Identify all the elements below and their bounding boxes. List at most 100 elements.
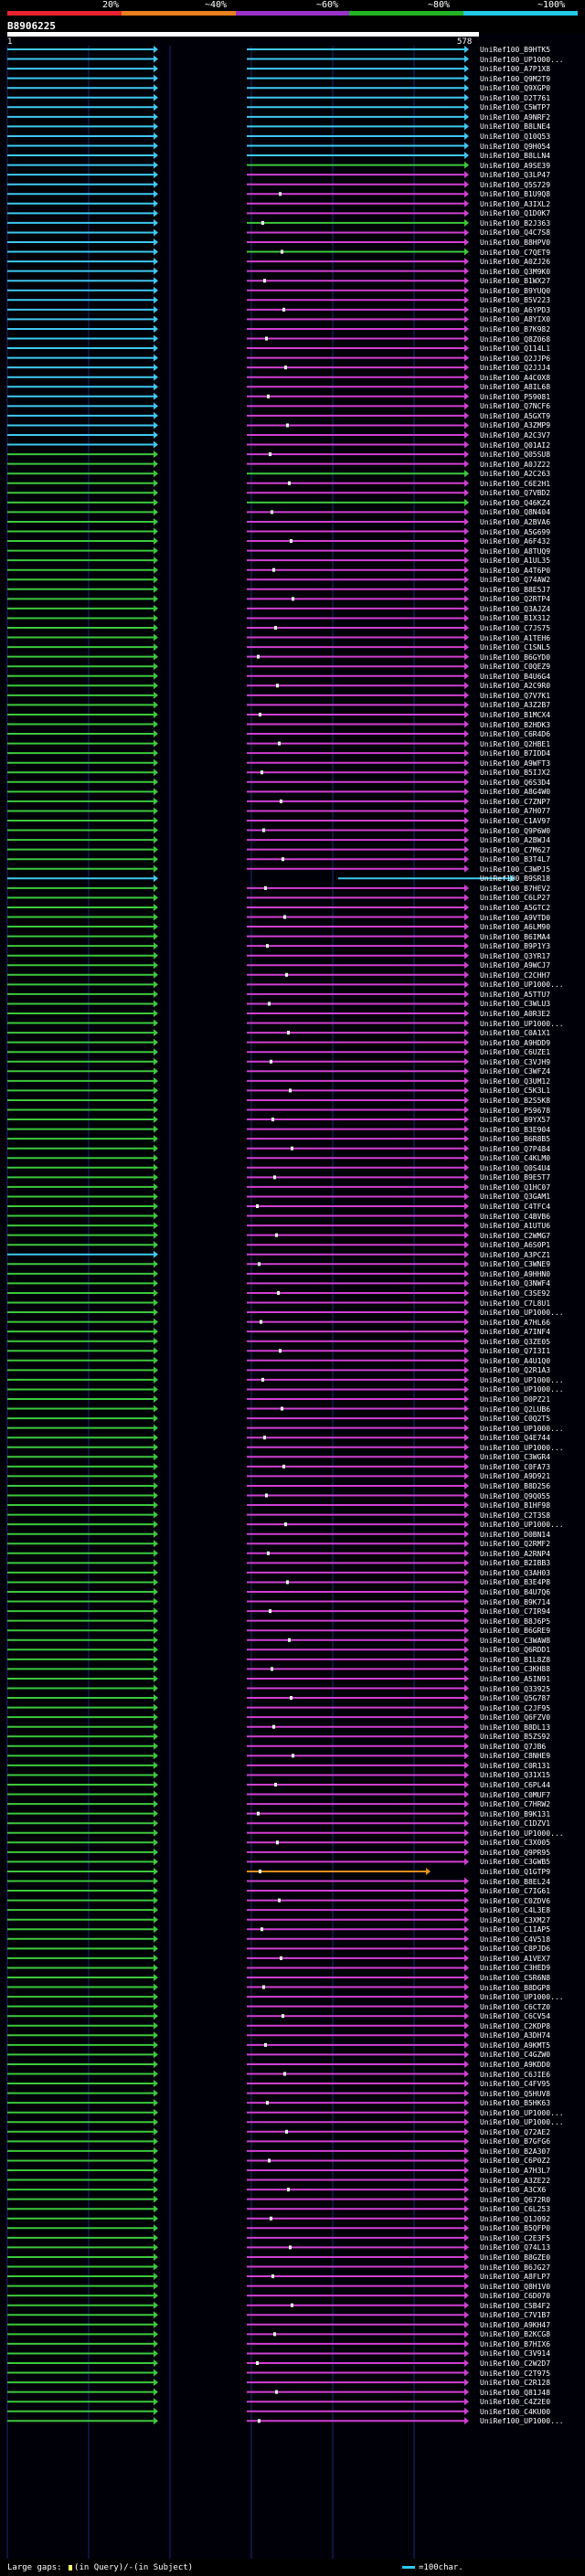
hit-label[interactable]: UniRef100_A3DH74 — [480, 2031, 551, 2041]
hit-label[interactable]: UniRef100_P59678 — [480, 1106, 551, 1115]
hit-segment-right[interactable] — [247, 691, 469, 699]
hit-segment-left[interactable] — [7, 402, 158, 410]
hit-segment-left[interactable] — [7, 1096, 158, 1104]
hit-segment-right[interactable] — [247, 65, 469, 73]
hit-segment-right[interactable] — [247, 1260, 469, 1268]
hit-label[interactable]: UniRef100_A7H3L7 — [480, 2167, 551, 2175]
hit-segment-right[interactable] — [247, 923, 469, 931]
hit-segment-right[interactable] — [247, 132, 469, 140]
hit-segment-right[interactable] — [247, 749, 469, 758]
hit-segment-left[interactable] — [7, 1839, 158, 1847]
hit-label[interactable]: UniRef100_B5V223 — [480, 296, 551, 305]
hit-segment-right[interactable] — [247, 1752, 469, 1760]
hit-segment-left[interactable] — [7, 1607, 158, 1616]
hit-segment-right[interactable] — [247, 913, 469, 921]
hit-label[interactable]: UniRef100_B9P1Y3 — [480, 942, 551, 951]
hit-label[interactable]: UniRef100_Q3AJZ4 — [480, 604, 551, 613]
hit-segment-left[interactable] — [7, 1385, 158, 1394]
hit-segment-left[interactable] — [7, 1288, 158, 1297]
hit-label[interactable]: UniRef100_Q6RDD1 — [480, 1646, 551, 1655]
hit-segment-right[interactable] — [247, 1067, 469, 1076]
hit-segment-right[interactable] — [247, 932, 469, 940]
hit-label[interactable]: UniRef100_C1IAP5 — [480, 1925, 551, 1935]
hit-label[interactable]: UniRef100_C0QEZ9 — [480, 663, 551, 672]
hit-segment-left[interactable] — [7, 1491, 158, 1500]
hit-label[interactable]: UniRef100_B8E5J7 — [480, 585, 551, 594]
hit-segment-left[interactable] — [7, 1742, 158, 1750]
hit-label[interactable]: UniRef100_B1X312 — [480, 614, 551, 623]
hit-segment-right[interactable] — [247, 1627, 469, 1635]
hit-segment-right[interactable] — [247, 1887, 469, 1895]
hit-segment-left[interactable] — [7, 1019, 158, 1027]
hit-label[interactable]: UniRef100_C4BVB6 — [480, 1212, 551, 1221]
hit-segment-right[interactable] — [247, 1954, 469, 1962]
hit-label[interactable]: UniRef100_C7IG61 — [480, 1887, 551, 1896]
hit-segment-left[interactable] — [7, 2080, 158, 2088]
hit-label[interactable]: UniRef100_C4Z2E0 — [480, 2398, 551, 2407]
hit-segment-right[interactable] — [247, 2339, 469, 2348]
hit-label[interactable]: UniRef100_A7INF4 — [480, 1328, 551, 1337]
hit-label[interactable]: UniRef100_A9KMT5 — [480, 2041, 551, 2050]
hit-segment-right[interactable] — [247, 2099, 469, 2107]
hit-label[interactable]: UniRef100_C7V1B7 — [480, 2311, 551, 2320]
hit-segment-left[interactable] — [7, 93, 158, 101]
hit-label[interactable]: UniRef100_Q05SU8 — [480, 451, 551, 460]
hit-segment-left[interactable] — [7, 508, 158, 516]
hit-segment-right[interactable] — [247, 1694, 469, 1702]
hit-label[interactable]: UniRef100_Q2HBE1 — [480, 739, 551, 748]
hit-segment-left[interactable] — [7, 1655, 158, 1663]
hit-label[interactable]: UniRef100_Q4C7S8 — [480, 228, 551, 238]
hit-segment-right[interactable] — [247, 1318, 469, 1326]
hit-segment-left[interactable] — [7, 1116, 158, 1124]
hit-segment-right[interactable] — [247, 103, 469, 111]
hit-label[interactable]: UniRef100_UP1000... — [480, 1443, 564, 1452]
hit-segment-right[interactable] — [247, 951, 469, 959]
hit-segment-right[interactable] — [247, 248, 469, 256]
hit-label[interactable]: UniRef100_B5IJX2 — [480, 769, 551, 778]
hit-label[interactable]: UniRef100_C3X005 — [480, 1839, 551, 1848]
hit-segment-left[interactable] — [7, 1964, 158, 1972]
hit-label[interactable]: UniRef100_A9VTD0 — [480, 913, 551, 922]
hit-segment-left[interactable] — [7, 2388, 158, 2396]
hit-segment-left[interactable] — [7, 277, 158, 285]
hit-segment-left[interactable] — [7, 2224, 158, 2232]
hit-segment-right[interactable] — [247, 1684, 469, 1692]
hit-segment-right[interactable] — [338, 875, 515, 883]
hit-segment-right[interactable] — [247, 1521, 469, 1529]
hit-segment-right[interactable] — [247, 1867, 431, 1875]
hit-label[interactable]: UniRef100_B9K714 — [480, 1597, 551, 1606]
hit-segment-right[interactable] — [247, 961, 469, 970]
hit-segment-left[interactable] — [7, 431, 158, 439]
hit-segment-left[interactable] — [7, 1453, 158, 1461]
hit-label[interactable]: UniRef100_A6F432 — [480, 537, 551, 546]
hit-segment-left[interactable] — [7, 479, 158, 487]
hit-segment-right[interactable] — [247, 334, 469, 343]
hit-segment-left[interactable] — [7, 1106, 158, 1114]
hit-label[interactable]: UniRef100_C1AV97 — [480, 817, 551, 825]
hit-segment-left[interactable] — [7, 1395, 158, 1403]
hit-label[interactable]: UniRef100_A2C3V7 — [480, 431, 551, 440]
hit-segment-right[interactable] — [247, 1655, 469, 1663]
hit-segment-left[interactable] — [7, 1144, 158, 1152]
hit-segment-right[interactable] — [247, 1723, 469, 1731]
hit-segment-left[interactable] — [7, 537, 158, 546]
hit-segment-right[interactable] — [247, 2282, 469, 2290]
hit-segment-left[interactable] — [7, 546, 158, 555]
hit-segment-left[interactable] — [7, 1684, 158, 1692]
hit-label[interactable]: UniRef100_C8PJD6 — [480, 1945, 551, 1954]
hit-label[interactable]: UniRef100_Q31X15 — [480, 1771, 551, 1780]
hit-segment-right[interactable] — [247, 1501, 469, 1510]
hit-segment-left[interactable] — [7, 826, 158, 834]
hit-segment-left[interactable] — [7, 778, 158, 786]
hit-segment-right[interactable] — [247, 1559, 469, 1567]
hit-label[interactable]: UniRef100_Q74AW2 — [480, 576, 551, 585]
hit-segment-left[interactable] — [7, 1809, 158, 1818]
hit-label[interactable]: UniRef100_C3KH88 — [480, 1665, 551, 1674]
hit-segment-left[interactable] — [7, 2021, 158, 2030]
hit-segment-left[interactable] — [7, 797, 158, 805]
hit-segment-left[interactable] — [7, 2214, 158, 2222]
hit-segment-left[interactable] — [7, 315, 158, 323]
hit-segment-left[interactable] — [7, 228, 158, 237]
hit-label[interactable]: UniRef100_C6R4D6 — [480, 730, 551, 739]
hit-segment-left[interactable] — [7, 758, 158, 767]
